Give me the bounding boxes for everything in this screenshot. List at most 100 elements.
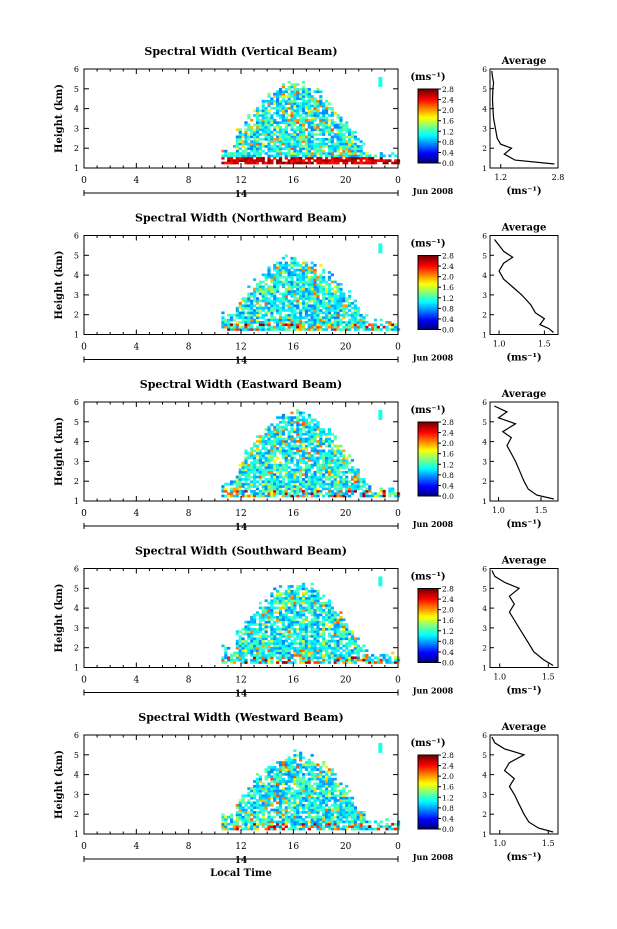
heatmap-cell	[336, 306, 340, 310]
heatmap-cell	[255, 152, 260, 155]
heatmap-cell	[310, 114, 314, 117]
heatmap-cell	[273, 442, 277, 446]
heatmap-cell	[391, 323, 395, 327]
heatmap-cell	[396, 658, 401, 662]
heatmap-cell	[247, 799, 251, 802]
heatmap-cell	[316, 285, 320, 289]
heatmap-cell	[255, 801, 260, 805]
heatmap-cell	[353, 651, 357, 655]
heatmap-cell	[350, 133, 355, 136]
heatmap-cell	[270, 159, 274, 162]
heatmap-cell	[293, 447, 297, 450]
heatmap-cell	[270, 478, 274, 481]
heatmap-cell	[296, 440, 300, 443]
heatmap-cell	[353, 161, 357, 165]
heatmap-cell	[273, 137, 277, 141]
heatmap-cell	[301, 271, 306, 274]
heatmap-cell	[290, 611, 294, 614]
heatmap-cell	[270, 145, 274, 148]
heatmap-cell	[322, 118, 326, 122]
heatmap-cell	[230, 152, 234, 155]
heatmap-cell	[339, 294, 343, 298]
heatmap-cell	[264, 775, 268, 779]
heatmap-cell	[267, 430, 271, 434]
heatmap-cell	[261, 782, 265, 786]
heatmap-cell	[324, 145, 329, 148]
heatmap-cell	[396, 159, 401, 162]
heatmap-cell	[276, 770, 280, 774]
panel-4: Spectral Width (Westward Beam)0 4 8 12 16 20 0…	[54, 711, 559, 879]
heatmap-cell	[301, 627, 306, 631]
heatmap-cell	[316, 597, 320, 600]
colorbar-segment	[418, 285, 438, 288]
heatmap-cell	[255, 123, 260, 127]
heatmap-cell	[290, 608, 294, 612]
heatmap-cell	[258, 109, 262, 113]
x-tick-label: 8	[186, 676, 192, 686]
heatmap-cell	[310, 587, 314, 591]
heatmap-cell	[296, 145, 300, 148]
heatmap-cell	[333, 316, 337, 319]
heatmap-cell	[330, 442, 334, 446]
heatmap-cell	[273, 820, 277, 824]
heatmap-cell	[362, 328, 366, 331]
heatmap-cell	[304, 475, 309, 479]
heatmap-cell	[301, 421, 306, 424]
heatmap-cell	[310, 466, 314, 469]
heatmap-cell	[287, 811, 291, 814]
heatmap-cell	[258, 799, 262, 802]
heatmap-cell	[310, 806, 314, 809]
heatmap-cell	[238, 321, 242, 324]
heatmap-cell	[304, 632, 309, 636]
heatmap-cell	[247, 133, 251, 136]
x-tick-label: 8	[186, 509, 192, 519]
heatmap-cell	[313, 304, 317, 308]
heatmap-cell	[235, 325, 239, 329]
heatmap-cell	[299, 278, 303, 281]
heatmap-cell	[350, 306, 355, 310]
heatmap-cell	[264, 313, 268, 317]
heatmap-cell	[276, 606, 280, 610]
heatmap-cell	[319, 627, 323, 631]
heatmap-cell	[221, 161, 225, 165]
heatmap-cell	[307, 480, 311, 484]
heatmap-cell	[253, 478, 257, 481]
heatmap-cell	[278, 283, 283, 286]
heatmap-cell	[276, 154, 280, 158]
heatmap-cell	[287, 658, 291, 662]
heatmap-cell	[273, 466, 277, 469]
heatmap-cell	[287, 480, 291, 484]
heatmap-cell	[227, 492, 231, 495]
colorbar-segment	[418, 316, 438, 319]
heatmap-cell	[287, 618, 291, 622]
heatmap-cell	[339, 625, 343, 629]
heatmap-cell	[319, 478, 323, 481]
heatmap-cell	[324, 437, 329, 441]
heatmap-cell	[327, 646, 332, 650]
heatmap-cell	[281, 478, 285, 481]
average-x-label: (ms⁻¹)	[506, 186, 541, 197]
heatmap-cell	[376, 325, 380, 329]
heatmap-cell	[293, 421, 297, 424]
heatmap-cell	[235, 644, 239, 648]
heatmap-cell	[368, 154, 372, 158]
heatmap-cell	[304, 145, 309, 148]
heatmap-cell	[253, 494, 257, 498]
heatmap-cell	[327, 133, 332, 136]
heatmap-cell	[316, 421, 320, 424]
heatmap-cell	[350, 325, 355, 329]
heatmap-cell	[350, 492, 355, 495]
heatmap-cell	[238, 801, 242, 805]
heatmap-cell	[319, 161, 323, 165]
heatmap-cell	[238, 137, 242, 141]
heatmap-cell	[313, 145, 317, 148]
heatmap-cell	[322, 285, 326, 289]
average-frame	[489, 401, 559, 502]
heatmap-cell	[284, 618, 288, 622]
heatmap-cell	[316, 463, 320, 467]
heatmap-cell	[316, 99, 320, 103]
heatmap-cell	[221, 489, 225, 493]
heatmap-cell	[241, 325, 245, 329]
heatmap-cell	[322, 494, 326, 498]
heatmap-cell	[356, 487, 360, 491]
